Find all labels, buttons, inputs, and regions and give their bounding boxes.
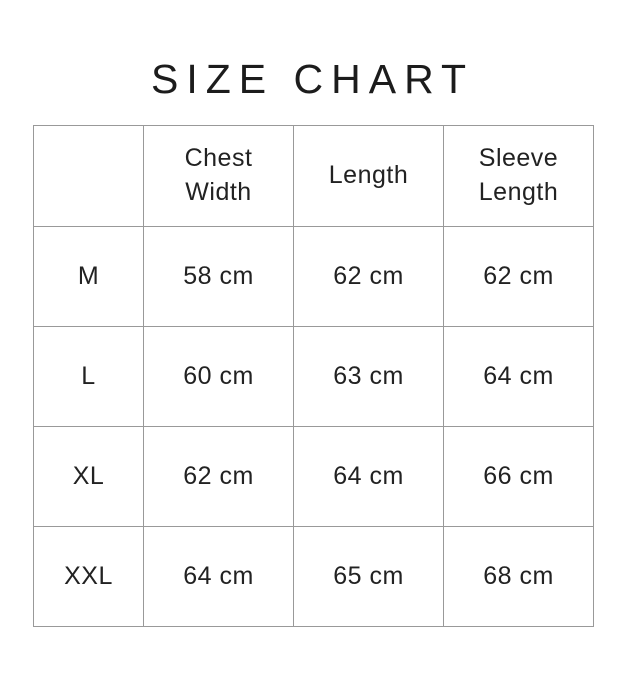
table-row-xxl: XXL 64 cm 65 cm 68 cm [33,526,594,627]
column-header-label: Sleeve Length [478,144,559,206]
size-chart-table-container: Chest Width Length Sleeve Length M 58 cm… [33,125,594,627]
measurement-cell: 62 cm [293,226,444,327]
header-row: Chest Width Length Sleeve Length [33,125,594,227]
column-header-chest-width: Chest Width [143,125,294,227]
measurement-cell: 60 cm [143,326,294,427]
measurement-cell: 66 cm [443,426,594,527]
measurement-cell: 64 cm [443,326,594,427]
size-label: XXL [33,526,144,627]
size-label: XL [33,426,144,527]
table-row-xl: XL 62 cm 64 cm 66 cm [33,426,594,527]
column-header-label: Length [328,161,409,190]
size-label: L [33,326,144,427]
column-header-length: Length [293,125,444,227]
table-row-l: L 60 cm 63 cm 64 cm [33,326,594,427]
page-title: SIZE CHART [151,56,474,103]
column-header-blank [33,125,144,227]
measurement-cell: 62 cm [143,426,294,527]
measurement-cell: 58 cm [143,226,294,327]
measurement-cell: 63 cm [293,326,444,427]
measurement-cell: 68 cm [443,526,594,627]
measurement-cell: 62 cm [443,226,594,327]
size-label: M [33,226,144,327]
measurement-cell: 65 cm [293,526,444,627]
table-row-m: M 58 cm 62 cm 62 cm [33,226,594,327]
measurement-cell: 64 cm [143,526,294,627]
column-header-label: Chest Width [184,144,253,206]
measurement-cell: 64 cm [293,426,444,527]
size-chart-table: Chest Width Length Sleeve Length M 58 cm… [33,125,594,627]
column-header-sleeve-length: Sleeve Length [443,125,594,227]
